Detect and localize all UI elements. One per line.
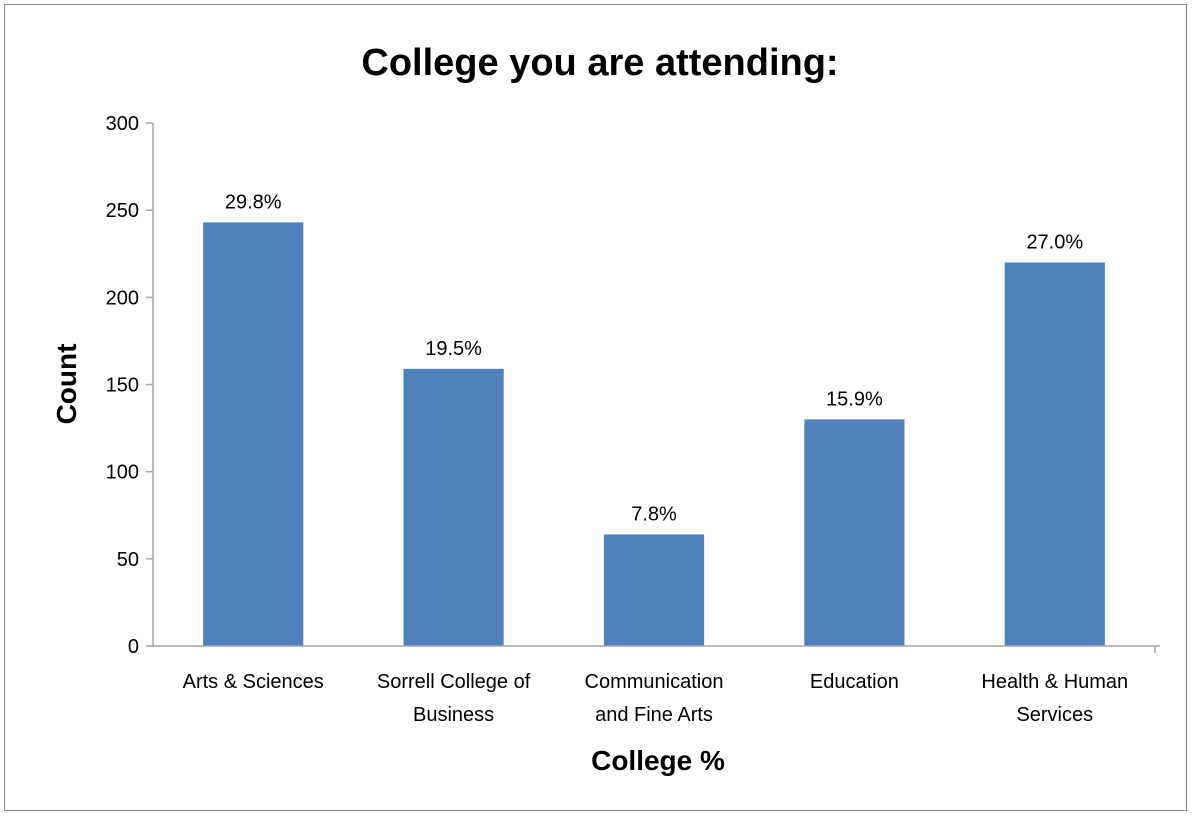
chart-title: College you are attending: [361, 42, 838, 84]
bar [1004, 262, 1105, 646]
bar [403, 368, 504, 646]
x-category-label: Business [413, 704, 494, 726]
x-category-label: Services [1016, 704, 1093, 726]
y-tick-label: 300 [106, 113, 139, 135]
data-label: 7.8% [631, 503, 677, 525]
y-tick-label: 0 [128, 636, 139, 658]
bar [804, 419, 905, 646]
chart-frame [4, 4, 1187, 811]
x-category-label: Arts & Sciences [183, 671, 324, 693]
x-category-label: Health & Human [981, 671, 1128, 693]
y-tick-label: 250 [106, 200, 139, 222]
data-label: 15.9% [826, 388, 883, 410]
x-axis-title: College % [591, 745, 725, 776]
x-category-label: Sorrell College of [377, 671, 531, 693]
bars [203, 222, 1105, 646]
x-category-label: and Fine Arts [595, 704, 713, 726]
y-tick-label: 50 [117, 549, 139, 571]
y-tick-label: 100 [106, 462, 139, 484]
bar [203, 222, 304, 646]
data-label: 19.5% [425, 338, 482, 360]
y-axis: 0 50 100 150 200 250 300 [106, 113, 154, 658]
x-category-label: Communication [585, 671, 724, 693]
data-labels: 29.8% 19.5% 7.8% 15.9% 27.0% [225, 191, 1084, 525]
x-category-label: Education [810, 671, 899, 693]
x-axis-categories: Arts & Sciences Sorrell College of Busines… [183, 671, 1129, 726]
x-axis [153, 645, 1160, 653]
data-label: 27.0% [1026, 231, 1083, 253]
y-axis-title: Count [51, 344, 82, 425]
data-label: 29.8% [225, 191, 282, 213]
bar [603, 534, 705, 646]
y-tick-label: 200 [106, 287, 139, 309]
y-tick-label: 150 [106, 375, 139, 397]
